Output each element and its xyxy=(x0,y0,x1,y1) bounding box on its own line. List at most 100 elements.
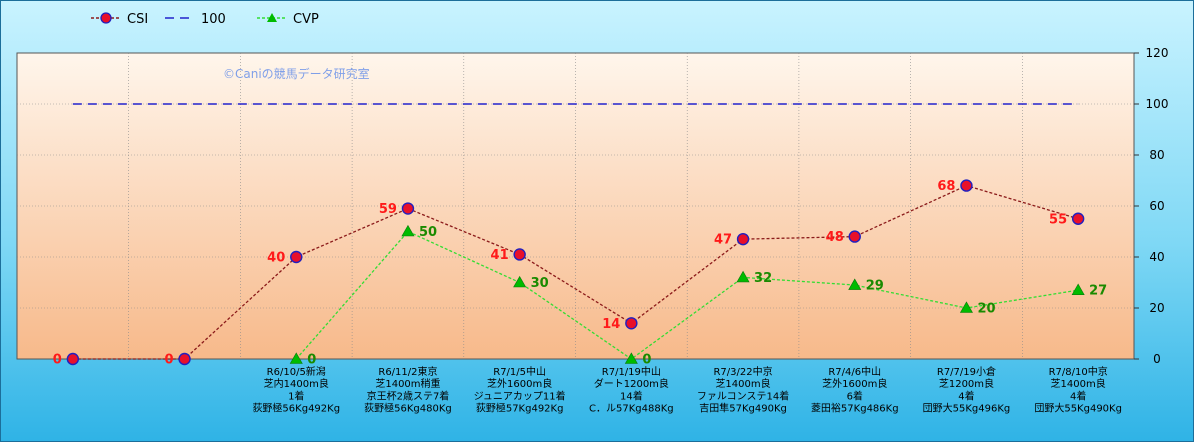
x-tick-label-line: R7/8/10中京 xyxy=(1049,365,1108,378)
series-lines xyxy=(72,103,1079,360)
cvp-point xyxy=(1071,283,1085,295)
cvp-label: 30 xyxy=(531,276,549,291)
cvp-point xyxy=(289,352,303,364)
cvp-point xyxy=(401,224,415,237)
x-tick-label-line: 4着 xyxy=(1070,389,1086,402)
x-tick-label-line: 芝外1600m良 xyxy=(487,377,552,390)
x-tick-label-line: 京王杯2歳ステ7着 xyxy=(367,389,450,402)
x-tick-label-line: 1着 xyxy=(288,389,304,402)
x-tick-label: R7/1/5中山芝外1600m良ジュニアカップ11着荻野極57Kg492Kg xyxy=(474,365,566,415)
y-tick-label: 40 xyxy=(1149,250,1164,264)
x-tick-label: R6/11/2東京芝1400m稍重京王杯2歳ステ7着荻野極56Kg480Kg xyxy=(364,365,452,415)
csi-point xyxy=(960,179,973,192)
x-tick-label-line: R7/1/5中山 xyxy=(493,365,546,378)
legend-label: CVP xyxy=(293,12,319,27)
x-tick-label: R7/3/22中京芝1400m良ファルコンステ14着吉田隼57Kg490Kg xyxy=(697,365,789,415)
x-tick-label-line: 芝外1600m良 xyxy=(822,377,887,390)
y-axis: 0 20 40 60 80 100 120 xyxy=(1134,46,1168,366)
csi-label: 0 xyxy=(53,353,62,368)
x-tick-label: R7/1/19中山ダート1200m良 14着 C．ル57Kg488Kg xyxy=(589,365,674,415)
csi-label: 59 xyxy=(379,202,397,217)
x-tick-label-line: 芝1400m良 xyxy=(715,377,770,390)
x-tick-label-line: 団野大55Kg490Kg xyxy=(1034,402,1122,415)
x-tick-label: R7/7/19小倉芝1200m良 4着団野大55Kg496Kg xyxy=(923,365,1011,415)
csi-label: 14 xyxy=(602,317,620,332)
cvp-label: 0 xyxy=(642,353,651,368)
cvp-label: 0 xyxy=(307,353,316,368)
legend-item-100: 100 xyxy=(165,12,226,27)
cvp-label: 27 xyxy=(1089,284,1107,299)
y-tick-label: 0 xyxy=(1153,352,1161,366)
x-tick-label-line: 荻野極56Kg480Kg xyxy=(364,402,452,415)
x-tick-label-line: ジュニアカップ11着 xyxy=(474,389,566,402)
series-markers xyxy=(66,179,1085,366)
x-tick-label-line: R7/1/19中山 xyxy=(602,365,661,378)
x-tick-label-line: ダート1200m良 xyxy=(594,377,669,390)
csi-label: 0 xyxy=(165,353,174,368)
x-tick-label-line: 荻野極56Kg492Kg xyxy=(252,402,340,415)
csi-label: 47 xyxy=(714,233,732,248)
cvp-label: 50 xyxy=(419,225,437,240)
csi-point xyxy=(625,317,638,330)
y-tick-label: 120 xyxy=(1146,46,1169,60)
watermark: ©Caniの競馬データ研究室 xyxy=(223,66,370,81)
x-tick-label-line: R7/7/19小倉 xyxy=(937,365,996,378)
csi-point xyxy=(401,202,415,215)
csi-label: 68 xyxy=(937,179,955,194)
csi-point xyxy=(736,232,750,246)
y-tick-label: 100 xyxy=(1146,97,1169,111)
x-tick-label-line: R7/3/22中京 xyxy=(713,365,772,378)
csi-point xyxy=(66,352,80,366)
cvp-point xyxy=(736,270,750,283)
cvp-point xyxy=(513,275,527,288)
x-tick-label-line: 団野大55Kg496Kg xyxy=(923,402,1011,415)
x-tick-label-line: 吉田隼57Kg490Kg xyxy=(699,402,787,415)
csi-point xyxy=(513,248,526,261)
legend: CSI 100 CVP xyxy=(91,12,319,27)
x-tick-label-line: 芝1400m稍重 xyxy=(375,377,440,390)
series-line-cvp xyxy=(295,230,1079,360)
x-axis: R6/10/5新潟芝内1400m良 1着荻野極56Kg492Kg R6/11/2東京… xyxy=(252,365,1122,415)
cvp-point xyxy=(959,301,973,313)
y-tick-label: 20 xyxy=(1149,301,1164,315)
csi-label: 55 xyxy=(1049,212,1067,227)
legend-marker xyxy=(100,12,112,24)
y-tick-label: 60 xyxy=(1149,199,1164,213)
x-tick-label-line: 14着 xyxy=(620,389,643,402)
y-tick-label: 80 xyxy=(1149,148,1164,162)
x-tick-label-line: 4着 xyxy=(958,389,974,402)
csi-point xyxy=(178,352,191,366)
legend-label: 100 xyxy=(201,12,226,27)
x-tick-label-line: 芝1200m良 xyxy=(939,377,994,390)
csi-point xyxy=(290,250,303,264)
x-tick-label-line: 芝内1400m良 xyxy=(264,377,329,390)
cvp-label: 29 xyxy=(866,279,884,294)
cvp-label: 32 xyxy=(754,271,772,286)
x-tick-label-line: R7/4/6中山 xyxy=(828,365,881,378)
x-tick-label-line: R6/10/5新潟 xyxy=(267,365,326,378)
csi-label: 40 xyxy=(267,251,285,266)
cvp-point xyxy=(848,278,862,290)
legend-item-csi: CSI xyxy=(91,12,148,27)
x-tick-label-line: 6着 xyxy=(847,389,863,402)
x-tick-label-line: ファルコンステ14着 xyxy=(697,389,789,402)
csi-label: 48 xyxy=(826,230,844,245)
legend-marker xyxy=(267,13,277,22)
series-line-csi xyxy=(72,184,1079,360)
data-labels: 0 0 40 59 41 14 47 48 68 55 0 50 30 0 32 29 20 27 xyxy=(53,179,1107,367)
x-tick-label-line: C．ル57Kg488Kg xyxy=(589,404,674,415)
legend-item-cvp: CVP xyxy=(257,12,319,27)
x-tick-label-line: 芝1400m良 xyxy=(1051,377,1106,390)
x-tick-label: R6/10/5新潟芝内1400m良 1着荻野極56Kg492Kg xyxy=(252,365,340,415)
legend-label: CSI xyxy=(127,12,148,27)
csi-point xyxy=(848,230,861,243)
x-tick-label-line: 荻野極57Kg492Kg xyxy=(476,402,564,415)
cvp-label: 20 xyxy=(977,302,995,317)
x-tick-label: R7/8/10中京芝1400m良 4着団野大55Kg490Kg xyxy=(1034,365,1122,415)
csi-label: 41 xyxy=(491,248,509,263)
csi-point xyxy=(1071,212,1085,225)
cvp-point xyxy=(624,352,638,364)
x-tick-label: R7/4/6中山芝外1600m良 6着菱田裕57Kg486Kg xyxy=(811,365,899,415)
